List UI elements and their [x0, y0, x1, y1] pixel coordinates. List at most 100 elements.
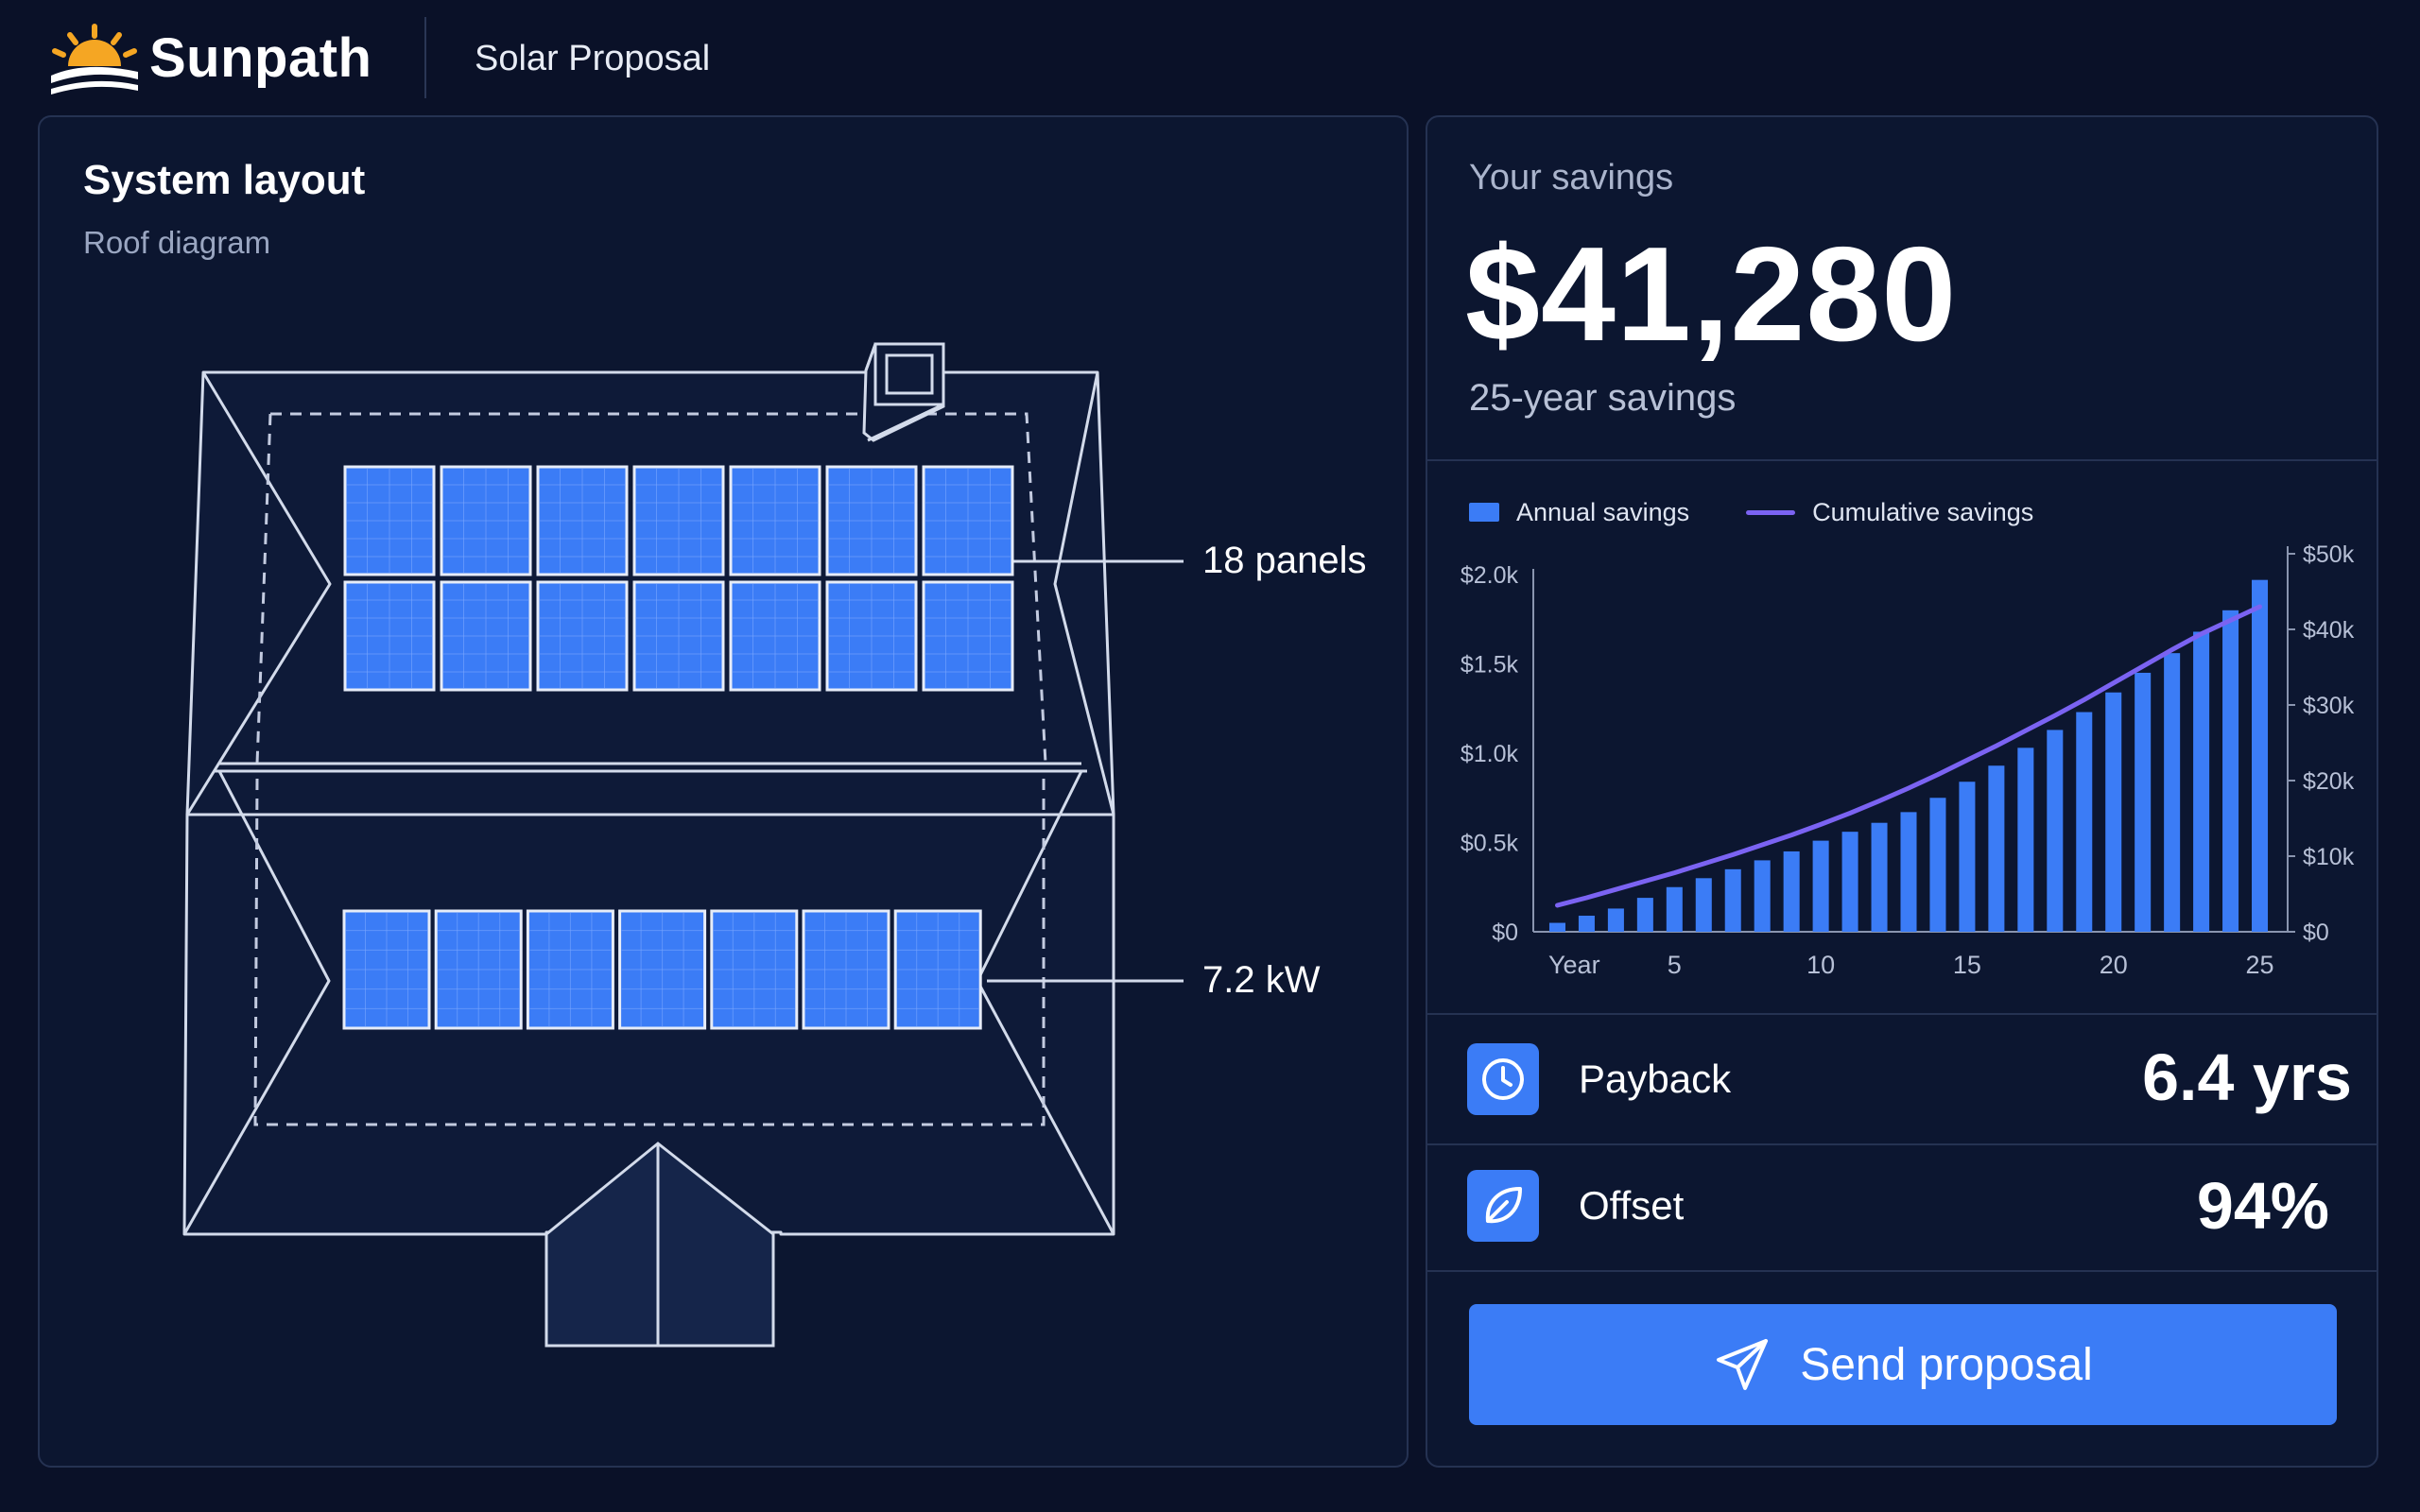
header-divider	[424, 17, 426, 98]
roof-diagram-subtitle: Roof diagram	[83, 225, 271, 260]
x-tick-label: 15	[1953, 951, 1981, 979]
solar-panel	[440, 465, 532, 576]
chart-legend: Annual savings Cumulative savings	[1469, 491, 2033, 533]
system-power-callout: 7.2 kW	[1202, 959, 1321, 1001]
legend-annual-label: Annual savings	[1516, 497, 1690, 526]
annual-savings-bar	[1754, 860, 1771, 932]
roof-diagram	[182, 342, 1184, 1348]
annual-savings-bar	[1900, 812, 1917, 932]
solar-panel	[434, 909, 523, 1030]
x-tick-label: 20	[2100, 951, 2128, 979]
section-divider	[1427, 1143, 2377, 1145]
solar-panel	[343, 580, 436, 692]
send-proposal-button[interactable]: Send proposal	[1469, 1304, 2337, 1425]
savings-label: Your savings	[1469, 158, 1674, 198]
solar-panel	[802, 909, 890, 1030]
y2-tick-label: $50k	[2303, 541, 2355, 568]
x-axis-label: Year	[1548, 951, 1600, 979]
annual-savings-bar	[1666, 886, 1683, 932]
solar-panel	[618, 909, 707, 1030]
payback-value: 6.4 yrs	[2142, 1040, 2352, 1114]
chimney	[862, 342, 945, 442]
panel-count-callout: 18 panels	[1202, 540, 1367, 581]
system-layout-title: System layout	[83, 157, 366, 203]
offset-value: 94%	[2196, 1169, 2329, 1243]
y2-tick-label: $20k	[2303, 768, 2355, 795]
y-tick-label: $0	[1492, 919, 1518, 946]
offset-label: Offset	[1579, 1183, 1685, 1228]
annual-savings-bar	[2222, 610, 2239, 932]
solar-panel	[710, 909, 799, 1030]
y-tick-label: $0.5k	[1461, 831, 1519, 857]
y-tick-label: $2.0k	[1461, 562, 1519, 589]
annual-savings-bar	[2076, 712, 2093, 932]
solar-panel	[922, 465, 1014, 576]
annual-savings-bar	[1636, 898, 1653, 932]
annual-savings-bar	[1724, 868, 1741, 932]
page-title: Solar Proposal	[475, 39, 711, 78]
top-bar: Sunpath Solar Proposal	[0, 0, 2420, 117]
y2-tick-label: $40k	[2303, 617, 2355, 644]
y2-tick-label: $10k	[2303, 844, 2355, 870]
section-divider	[1427, 1013, 2377, 1015]
payback-stat-icon	[1467, 1043, 1539, 1115]
savings-panel: Your savings $41,280 25-year savings Ann…	[1426, 115, 2378, 1468]
solar-panel	[825, 580, 918, 692]
legend-bar-swatch	[1469, 503, 1499, 522]
savings-amount: $41,280	[1465, 219, 1958, 369]
solar-panel	[536, 465, 629, 576]
annual-savings-bar	[1783, 850, 1800, 932]
send-proposal-label: Send proposal	[1800, 1339, 2093, 1390]
y-tick-label: $1.0k	[1461, 741, 1519, 767]
annual-savings-bar	[2017, 747, 2034, 932]
sunrise-logo-icon	[51, 24, 138, 94]
solar-panel	[632, 580, 725, 692]
annual-savings-bar	[2105, 692, 2122, 932]
x-tick-label: 5	[1668, 951, 1682, 979]
annual-savings-bar	[2135, 672, 2152, 932]
payback-label: Payback	[1579, 1057, 1732, 1101]
solar-panel	[729, 465, 821, 576]
annual-savings-bar	[2047, 730, 2064, 932]
annual-savings-bar	[1841, 832, 1858, 932]
x-tick-label: 10	[1806, 951, 1835, 979]
solar-panel	[440, 580, 532, 692]
solar-panel-array	[342, 465, 1014, 1030]
legend-line-swatch	[1746, 509, 1796, 515]
annual-savings-bar	[1988, 765, 2005, 932]
annual-savings-bar	[1607, 908, 1624, 932]
system-layout-panel: System layout Roof diagram	[38, 115, 1409, 1468]
solar-panel	[536, 580, 629, 692]
cumulative-savings-line	[1555, 604, 2262, 908]
section-divider	[1427, 459, 2377, 461]
legend-cumulative-label: Cumulative savings	[1812, 497, 2034, 526]
y2-tick-label: $0	[2303, 919, 2329, 946]
annual-savings-bar	[1695, 878, 1712, 932]
annual-savings-bar	[1548, 922, 1565, 932]
annual-savings-bar	[1959, 782, 1976, 932]
leaf-icon	[1485, 1187, 1522, 1224]
y-tick-label: $1.5k	[1461, 652, 1519, 679]
savings-period: 25-year savings	[1469, 377, 1737, 419]
savings-chart: $0 $0.5k $1.0k $1.5k $2.0k $0 $10k $20k $30k $40k…	[1461, 541, 2355, 979]
solar-panel	[342, 909, 431, 1030]
x-tick-label: 25	[2245, 951, 2273, 979]
annual-savings-bar	[1812, 840, 1829, 932]
annual-savings-bar	[2252, 579, 2269, 932]
y2-tick-label: $30k	[2303, 693, 2355, 719]
annual-savings-bar	[1929, 798, 1946, 932]
solar-panel	[526, 909, 614, 1030]
annual-savings-bar	[1871, 822, 1888, 932]
solar-panel	[729, 580, 821, 692]
solar-panel	[632, 465, 725, 576]
brand-name: Sunpath	[149, 27, 372, 89]
annual-savings-bar	[1578, 915, 1595, 932]
annual-savings-bar	[2193, 631, 2210, 932]
solar-panel	[922, 580, 1014, 692]
annual-savings-bar	[2164, 653, 2181, 932]
clock-icon	[1482, 1058, 1524, 1100]
paper-plane-icon	[1717, 1339, 1769, 1390]
solar-panel	[893, 909, 982, 1030]
solar-panel	[825, 465, 918, 576]
solar-panel	[343, 465, 436, 576]
